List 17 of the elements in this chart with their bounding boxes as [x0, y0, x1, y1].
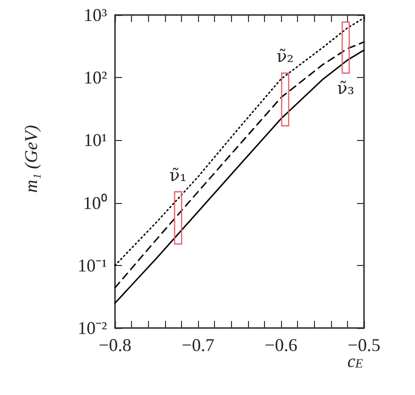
- x-tick-label: −0.8: [98, 335, 132, 355]
- bar: [342, 22, 350, 74]
- y-tick-label: 10⁰: [83, 192, 107, 213]
- y-tick-label: 10²: [84, 68, 107, 88]
- line-series: [114, 17, 365, 266]
- y-axis-title: m₁ (GeV): [21, 124, 41, 193]
- annotation: ν̃₂: [276, 47, 294, 68]
- bar: [174, 191, 182, 245]
- y-tick-label: 10¹: [84, 130, 107, 150]
- y-tick-label: 10⁻¹: [78, 255, 107, 276]
- annotation: ν̃₃: [337, 79, 354, 100]
- annotation: ν̃₁: [170, 166, 187, 186]
- y-tick-label: 10⁻²: [78, 318, 107, 338]
- x-tick-label: −0.6: [264, 335, 298, 355]
- y-tick-label: 10³: [84, 5, 108, 25]
- x-tick-label: −0.7: [182, 335, 214, 355]
- bar: [281, 72, 290, 126]
